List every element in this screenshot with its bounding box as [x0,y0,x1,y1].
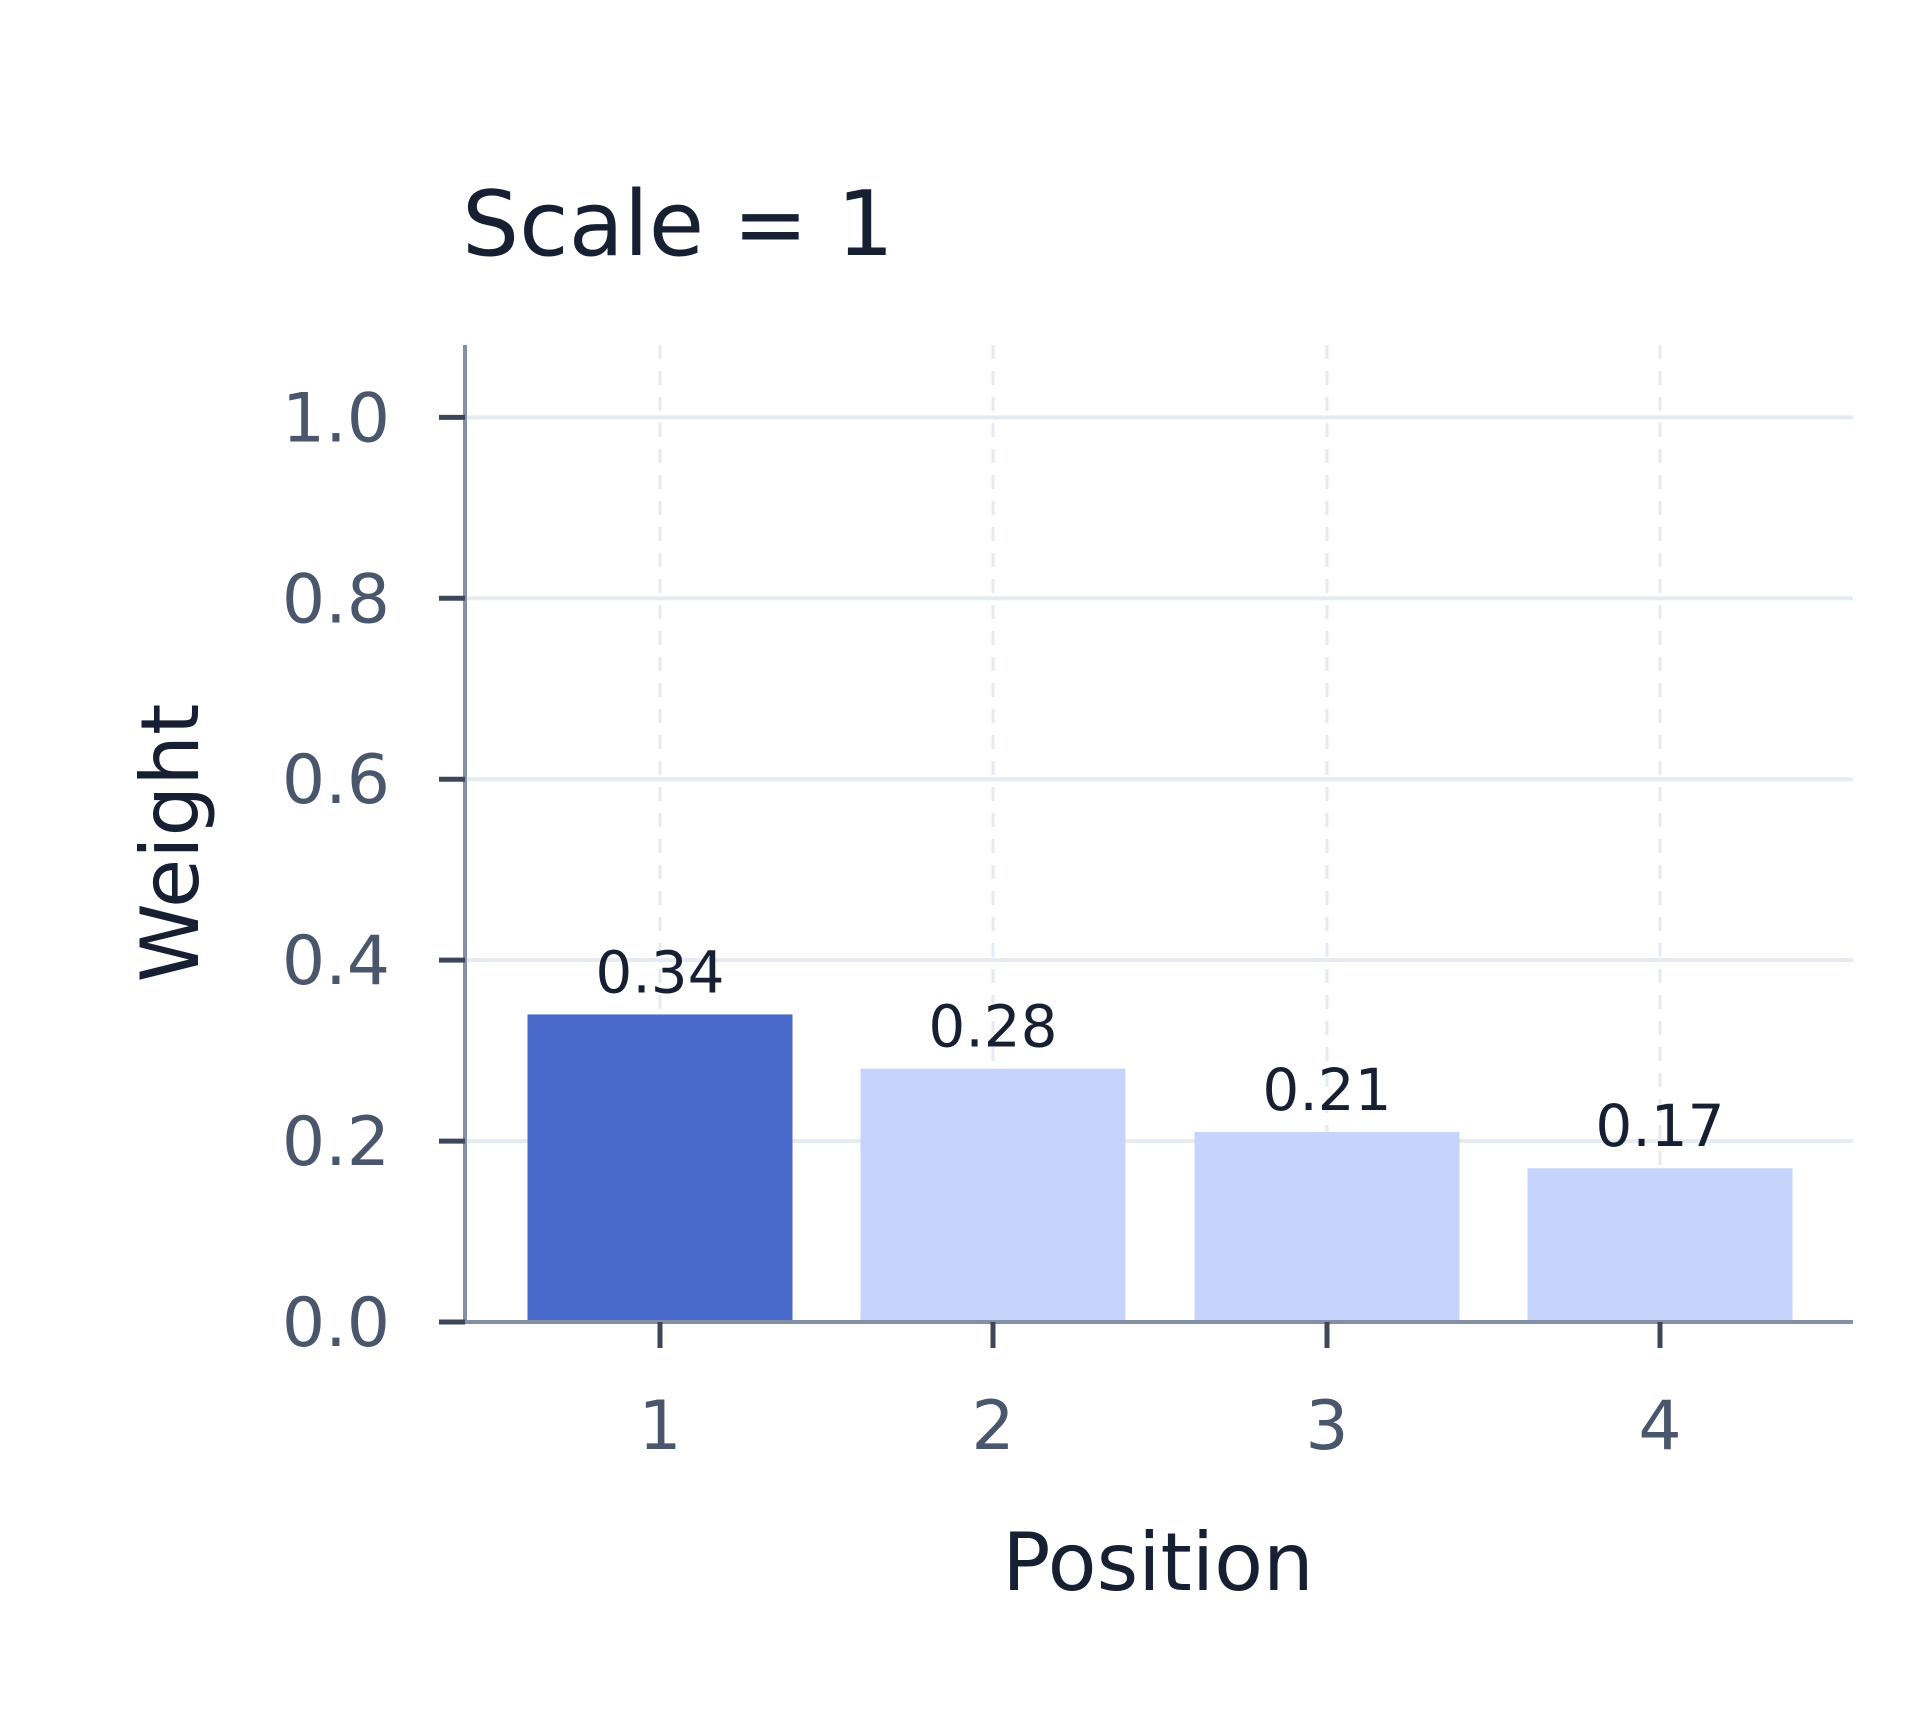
data-label: 0.17 [1595,1092,1724,1160]
y-axis-label: Weight [124,704,217,983]
y-tick-label: 0.0 [282,1284,390,1363]
data-label: 0.28 [928,993,1057,1061]
y-tick-label: 0.8 [282,560,390,639]
x-tick-label: 2 [971,1387,1014,1466]
y-tick-label: 0.6 [282,741,390,820]
x-tick-label: 3 [1305,1387,1348,1466]
bar-4 [1527,1168,1793,1322]
axes [439,345,1853,1348]
bars-group [527,1014,1793,1322]
y-tick-label: 0.4 [282,922,390,1001]
x-axis-label: Position [1002,1516,1313,1609]
y-tick-label: 0.2 [282,1103,390,1182]
x-tick-label: 4 [1638,1387,1681,1466]
bar-2 [860,1068,1126,1322]
y-tick-label: 1.0 [282,379,390,458]
x-tick-label: 1 [638,1387,681,1466]
labels-group: 0.34 0.28 0.21 0.17 0.0 0.2 0.4 0.6 0.8 1.0 1 2 3 4 [282,379,1725,1466]
data-label: 0.21 [1262,1056,1391,1124]
bar-3 [1194,1132,1460,1322]
chart-title: Scale = 1 [462,172,894,277]
data-label: 0.34 [595,938,724,1006]
bar-1 [527,1014,793,1322]
